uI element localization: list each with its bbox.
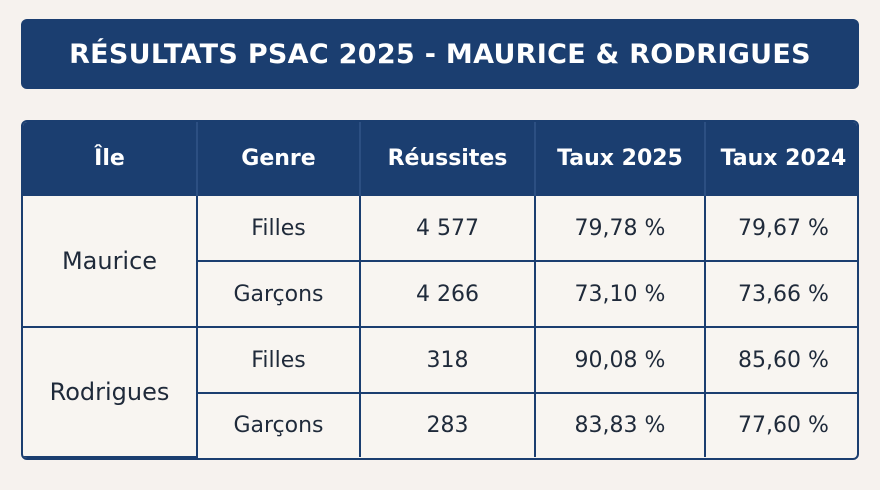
table-header-row: Île Genre Réussites Taux 2025 Taux 2024 xyxy=(23,122,857,195)
taux-2024-cell: 73,66 % xyxy=(704,260,857,329)
column-header-taux-2025: Taux 2025 xyxy=(535,122,706,195)
page-title: RÉSULTATS PSAC 2025 - MAURICE & RODRIGUE… xyxy=(21,19,859,89)
taux-2025-cell: 83,83 % xyxy=(534,392,706,457)
reussites-cell: 318 xyxy=(359,326,536,395)
taux-2024-cell: 85,60 % xyxy=(704,326,857,395)
taux-2024-cell: 79,67 % xyxy=(704,193,857,263)
table-row: Garçons 4 266 73,10 % 73,66 % xyxy=(23,260,857,329)
island-cell: Rodrigues xyxy=(23,326,198,458)
reussites-cell: 4 266 xyxy=(359,260,536,329)
reussites-cell: 283 xyxy=(359,392,536,457)
column-header-ile: Île xyxy=(23,122,198,195)
table-row: Garçons 283 83,83 % 77,60 % xyxy=(23,392,857,457)
island-cell: Maurice xyxy=(23,193,198,329)
genre-cell: Garçons xyxy=(197,260,361,329)
taux-2025-cell: 79,78 % xyxy=(534,193,706,263)
results-table: Île Genre Réussites Taux 2025 Taux 2024 … xyxy=(21,120,859,460)
column-header-taux-2024: Taux 2024 xyxy=(705,122,857,195)
genre-cell: Filles xyxy=(196,193,361,263)
taux-2025-cell: 90,08 % xyxy=(534,326,706,395)
reussites-cell: 4 577 xyxy=(359,193,536,263)
taux-2025-cell: 73,10 % xyxy=(534,260,706,329)
genre-cell: Garçons xyxy=(197,392,361,457)
table-row: Rodrigues Filles 318 90,08 % 85,60 % xyxy=(23,326,857,458)
genre-cell: Filles xyxy=(196,326,361,395)
table-row: Maurice Filles 4 577 79,78 % 79,67 % xyxy=(23,193,857,329)
taux-2024-cell: 77,60 % xyxy=(704,392,857,457)
column-header-reussites: Réussites xyxy=(360,122,536,195)
column-header-genre: Genre xyxy=(197,122,361,195)
